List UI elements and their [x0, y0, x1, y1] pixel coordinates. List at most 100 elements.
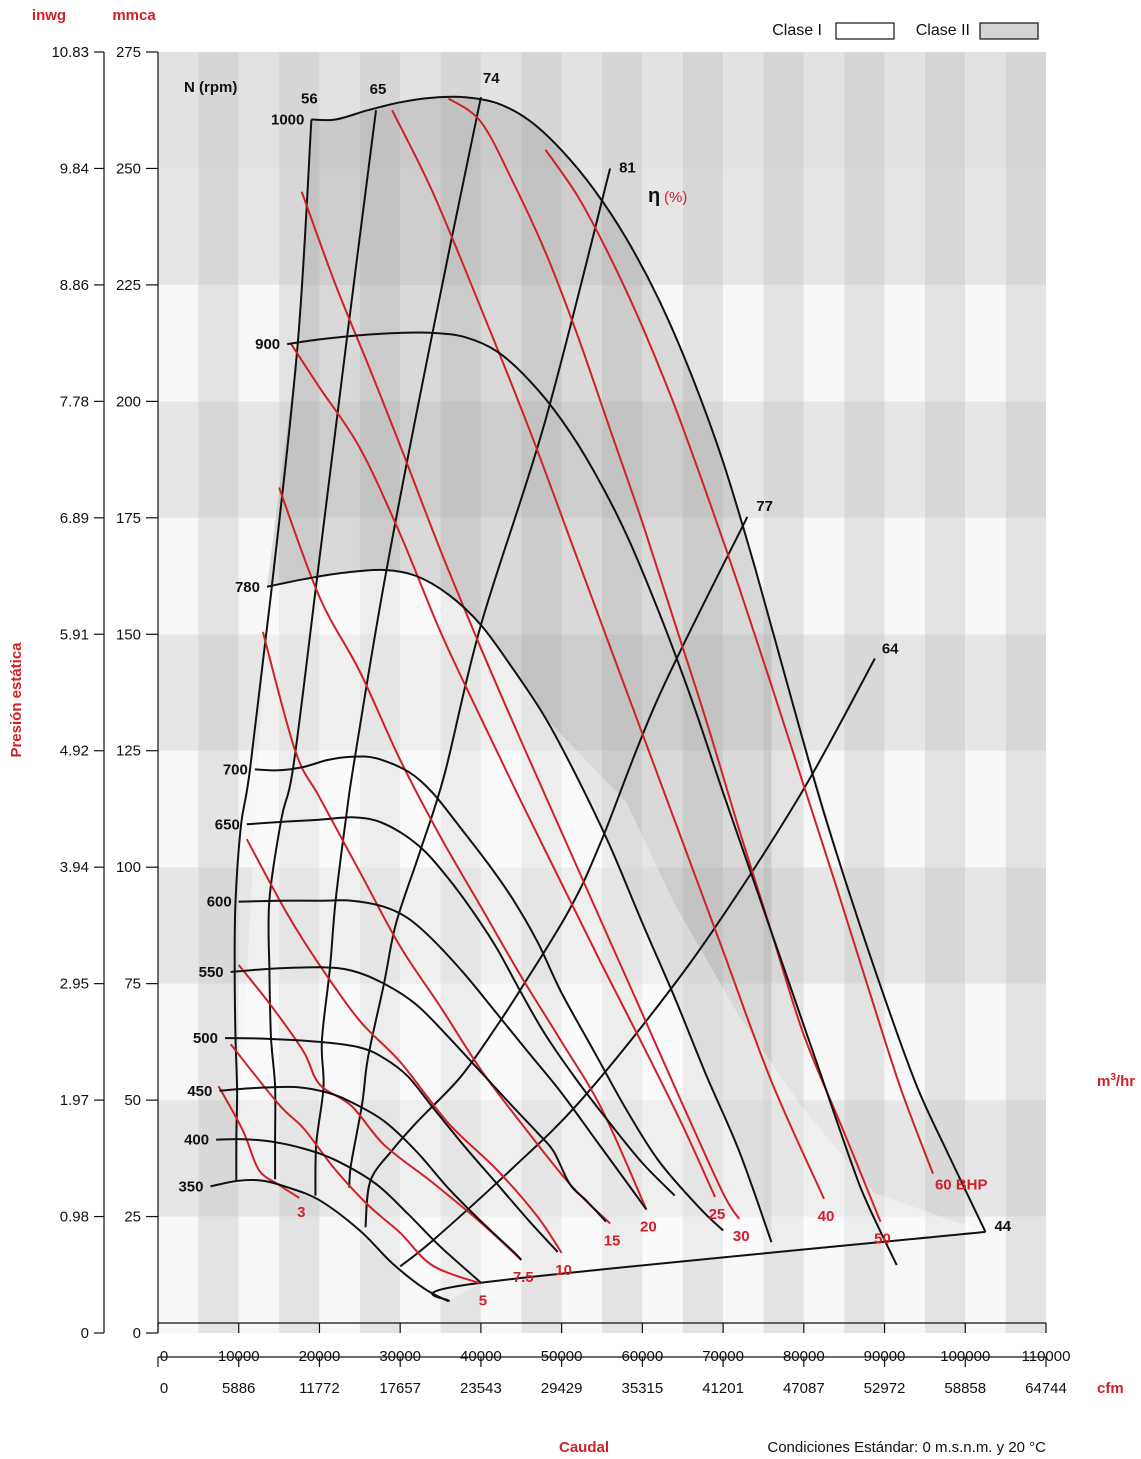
band-cell	[803, 1216, 845, 1333]
band-cell	[319, 1216, 360, 1333]
bhp-line-20	[278, 487, 648, 1211]
band-cell	[844, 634, 885, 751]
band-cell	[924, 52, 966, 169]
band-cell	[602, 867, 643, 984]
band-cell	[723, 750, 764, 868]
band-cell	[319, 168, 360, 285]
band-cell	[319, 284, 360, 402]
class1-region	[210, 570, 986, 1302]
band-cell	[723, 284, 764, 402]
conditions-note: Condiciones Estándar: 0 m.s.n.m. y 20 °C	[767, 1439, 1046, 1456]
bhp-line-40	[391, 109, 825, 1200]
bhp-label-40: 40	[818, 1208, 835, 1225]
band-cell	[642, 867, 683, 984]
band-cell	[480, 284, 522, 402]
bhp-lines	[217, 97, 934, 1285]
x-unit-m3hr: m3/hr	[1097, 1072, 1135, 1090]
speed-curve-650	[246, 816, 676, 1197]
band-cell	[238, 1216, 280, 1333]
band-cell	[1005, 52, 1046, 169]
efficiency-symbol: η	[648, 185, 660, 207]
x-unit-cfm: cfm	[1097, 1380, 1124, 1397]
band-cell	[198, 284, 239, 402]
band-cell	[965, 983, 1006, 1101]
efficiency-label-77: 77	[756, 498, 773, 515]
bhp-line-5	[229, 1043, 482, 1285]
band-cell	[1005, 517, 1046, 635]
efficiency-label-81: 81	[619, 159, 636, 176]
efficiency-line-81	[348, 168, 612, 1188]
band-cell	[682, 1216, 724, 1333]
band-cell	[602, 52, 643, 169]
efficiency-line-65	[267, 110, 377, 1180]
band-cell	[924, 983, 966, 1101]
band-cell	[158, 983, 199, 1101]
band-cell	[238, 52, 280, 169]
y-tick-label-inwg: 6.89	[60, 510, 89, 527]
band-cell	[561, 52, 602, 169]
y-tick-label-mmca: 275	[116, 44, 141, 61]
band-cell	[884, 168, 925, 285]
x-tick-label-cfm: 0	[160, 1380, 168, 1397]
x-tick-label-m3hr: 80000	[783, 1348, 825, 1365]
band-cell	[763, 168, 804, 285]
band-cell	[1005, 1216, 1046, 1333]
band-cell	[521, 52, 562, 169]
band-cell	[763, 634, 804, 751]
band-cell	[803, 52, 845, 169]
bhp-line-7.5	[237, 964, 522, 1261]
band-cell	[158, 867, 199, 984]
legend-class2-label: Clase II	[916, 22, 970, 39]
band-cell	[279, 1216, 320, 1333]
band-cell	[965, 284, 1006, 402]
band-cell	[682, 401, 724, 518]
band-cell	[279, 168, 320, 285]
y-tick-label-inwg: 9.84	[60, 160, 89, 177]
bhp-line-3	[217, 1085, 300, 1199]
y-inwg-title: inwg	[32, 7, 66, 24]
band-cell	[803, 634, 845, 751]
x-tick-label-m3hr: 20000	[299, 1348, 341, 1365]
band-cell	[1005, 634, 1046, 751]
band-cell	[359, 750, 401, 868]
band-cell	[400, 168, 441, 285]
band-cell	[480, 750, 522, 868]
y-tick-label-mmca: 0	[133, 1325, 141, 1342]
x-tick-label-m3hr: 30000	[379, 1348, 421, 1365]
band-cell	[521, 517, 562, 635]
band-cell	[1005, 867, 1046, 984]
y-tick-label-inwg: 0.98	[60, 1209, 89, 1226]
band-cell	[803, 168, 845, 285]
band-cell	[844, 401, 885, 518]
class2-region	[267, 97, 853, 1243]
rpm-title: N (rpm)	[184, 79, 237, 96]
x-tick-label-m3hr: 40000	[460, 1348, 502, 1365]
y-tick-label-inwg: 2.95	[60, 976, 89, 993]
band-cell	[924, 867, 966, 984]
bhp-label-7.5: 7.5	[513, 1269, 534, 1286]
bhp-label-30: 30	[733, 1228, 750, 1245]
x-tick-label-cfm: 58858	[944, 1380, 986, 1397]
band-cell	[682, 284, 724, 402]
band-cell	[642, 750, 683, 868]
band-cell	[682, 517, 724, 635]
speed-label-700: 700	[223, 761, 248, 778]
band-cell	[642, 634, 683, 751]
band-cell	[844, 517, 885, 635]
speed-label-350: 350	[178, 1178, 203, 1195]
band-cell	[1005, 1100, 1046, 1217]
bhp-label-3: 3	[297, 1204, 305, 1221]
band-cell	[965, 52, 1006, 169]
band-cell	[924, 750, 966, 868]
bhp-line-10	[245, 838, 563, 1254]
band-cell	[884, 401, 925, 518]
band-cell	[965, 1100, 1006, 1217]
band-cell	[723, 1216, 764, 1333]
band-cell	[884, 867, 925, 984]
band-cell	[480, 1100, 522, 1217]
band-cell	[803, 284, 845, 402]
band-cell	[158, 517, 199, 635]
x-axis-label: Caudal	[559, 1439, 609, 1456]
band-cell	[602, 634, 643, 751]
